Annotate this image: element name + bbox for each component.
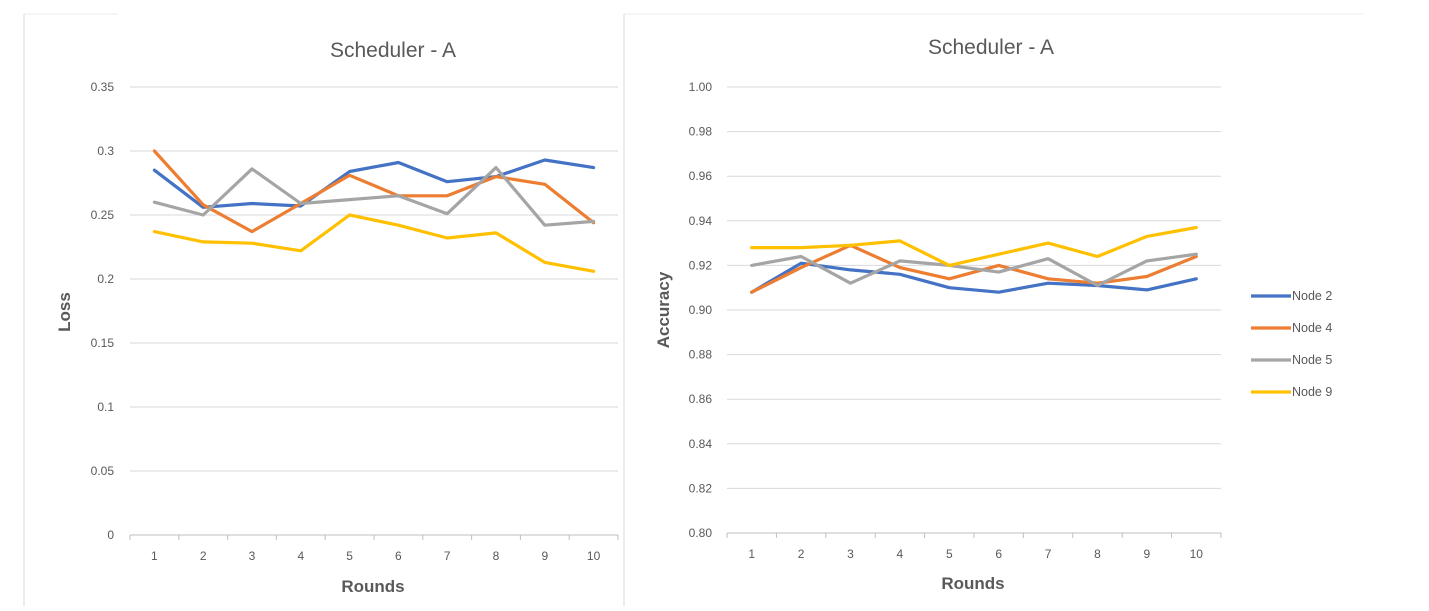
accuracy-y-tick-label: 0.92 <box>689 258 713 272</box>
loss-x-tick-label: 10 <box>587 549 601 563</box>
loss-chart-title: Scheduler - A <box>330 39 456 62</box>
accuracy-chart-y-axis-title: Accuracy <box>654 271 673 348</box>
accuracy-series-line-node-2 <box>750 261 1198 294</box>
accuracy-chart-title: Scheduler - A <box>928 36 1054 59</box>
accuracy-y-tick-label: 0.88 <box>689 348 713 362</box>
legend-label-node-9: Node 9 <box>1292 385 1332 399</box>
legend-label-node-5: Node 5 <box>1292 353 1332 367</box>
loss-y-tick-label: 0.1 <box>97 400 114 414</box>
accuracy-x-tick-label: 9 <box>1144 547 1151 561</box>
loss-y-tick-label: 0.35 <box>91 80 115 94</box>
accuracy-y-tick-label: 0.94 <box>689 214 713 228</box>
loss-x-tick-label: 6 <box>395 549 402 563</box>
accuracy-series-line-node-5 <box>750 252 1198 288</box>
loss-x-tick-label: 2 <box>200 549 207 563</box>
accuracy-series-line-node-9 <box>750 225 1198 267</box>
accuracy-y-tick-label: 0.82 <box>689 481 713 495</box>
loss-chart-y-axis-title: Loss <box>55 292 74 332</box>
loss-y-tick-label: 0.3 <box>97 144 114 158</box>
accuracy-chart-x-axis-title: Rounds <box>941 574 1004 593</box>
accuracy-y-tick-label: 0.86 <box>689 392 713 406</box>
accuracy-y-tick-label: 0.80 <box>689 526 713 540</box>
accuracy-x-tick-label: 7 <box>1045 547 1052 561</box>
loss-y-tick-label: 0.2 <box>97 272 114 286</box>
accuracy-y-tick-label: 0.98 <box>689 125 713 139</box>
loss-y-tick-label: 0.05 <box>91 464 115 478</box>
accuracy-x-tick-label: 4 <box>897 547 904 561</box>
legend-label-node-4: Node 4 <box>1292 321 1332 335</box>
accuracy-x-tick-label: 6 <box>995 547 1002 561</box>
loss-x-tick-label: 3 <box>249 549 256 563</box>
legend-label-node-2: Node 2 <box>1292 289 1332 303</box>
loss-series-line-node-4 <box>152 149 596 234</box>
loss-x-tick-label: 5 <box>346 549 353 563</box>
accuracy-gridlines <box>726 86 1222 538</box>
loss-chart: Scheduler - A Loss Rounds 0 0.05 0.1 0.15 0.… <box>55 39 619 596</box>
accuracy-x-tick-label: 8 <box>1094 547 1101 561</box>
accuracy-x-tick-label: 1 <box>748 547 755 561</box>
accuracy-legend: Node 2 Node 4 Node 5 Node 9 <box>1251 289 1332 399</box>
accuracy-y-tick-label: 0.96 <box>689 169 713 183</box>
accuracy-x-tick-label: 5 <box>946 547 953 561</box>
loss-series-line-node-5 <box>152 166 596 227</box>
accuracy-chart: Scheduler - A Accuracy Rounds 0.80 0.82 0.… <box>654 36 1332 593</box>
accuracy-y-tick-label: 0.90 <box>689 303 713 317</box>
loss-x-tick-label: 1 <box>151 549 158 563</box>
accuracy-x-tick-label: 3 <box>847 547 854 561</box>
loss-y-tick-label: 0.15 <box>91 336 115 350</box>
accuracy-x-tick-label: 10 <box>1190 547 1204 561</box>
accuracy-y-tick-label: 1.00 <box>689 80 713 94</box>
loss-series-line-node-2 <box>152 158 596 209</box>
accuracy-x-tick-label: 2 <box>798 547 805 561</box>
loss-series-line-node-9 <box>152 213 596 273</box>
loss-chart-x-axis-title: Rounds <box>341 577 404 596</box>
accuracy-y-tick-label: 0.84 <box>689 437 713 451</box>
loss-y-tick-label: 0 <box>107 528 114 542</box>
loss-gridlines <box>129 86 619 540</box>
accuracy-series-line-node-4 <box>750 243 1198 294</box>
loss-x-tick-label: 8 <box>493 549 500 563</box>
loss-x-tick-label: 9 <box>541 549 548 563</box>
loss-y-tick-label: 0.25 <box>91 208 115 222</box>
loss-x-tick-label: 4 <box>297 549 304 563</box>
loss-x-tick-label: 7 <box>444 549 451 563</box>
